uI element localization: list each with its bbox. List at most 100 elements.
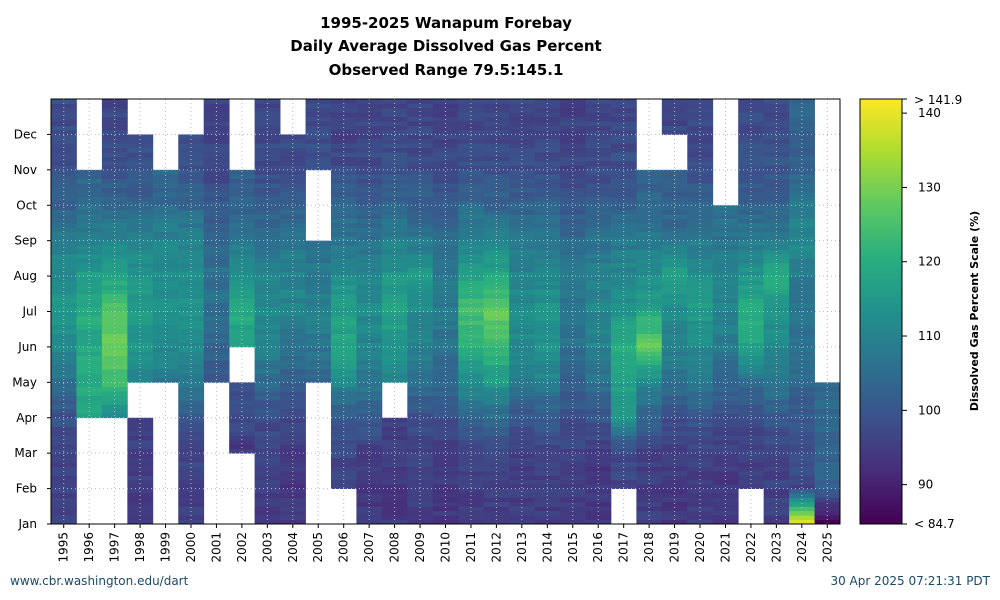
heatmap-cell [280, 156, 306, 162]
heatmap-cell [101, 214, 128, 219]
heatmap-cell [789, 417, 815, 423]
heatmap-cell [330, 103, 357, 109]
heatmap-cell [738, 417, 765, 423]
heatmap-cell [280, 400, 306, 405]
heatmap-cell [280, 196, 306, 202]
footer-source-link[interactable]: www.cbr.washington.edu/dart [10, 574, 189, 588]
heatmap-cell [330, 169, 357, 175]
heatmap-cell [432, 338, 459, 343]
heatmap-cell [101, 280, 128, 286]
heatmap-cell [483, 183, 510, 188]
heatmap-cell [687, 267, 714, 273]
heatmap-cell [585, 253, 612, 259]
heatmap-cell [381, 311, 408, 317]
heatmap-cell [330, 484, 357, 489]
heatmap-cell [330, 231, 357, 237]
heatmap-cell [687, 236, 714, 242]
heatmap-cell [712, 315, 739, 321]
heatmap-cell [178, 377, 205, 383]
heatmap-cell [763, 470, 790, 476]
heatmap-cell [687, 320, 714, 326]
heatmap-cell [280, 510, 306, 516]
heatmap-cell [610, 191, 637, 197]
heatmap-cell [585, 466, 612, 472]
heatmap-cell [534, 138, 561, 144]
heatmap-cell [789, 227, 815, 233]
heatmap-cell [407, 315, 434, 321]
heatmap-cell [560, 271, 586, 277]
heatmap-cell [229, 276, 256, 281]
heatmap-cell [51, 466, 77, 472]
heatmap-cell [687, 360, 714, 366]
heatmap-cell [203, 183, 230, 188]
heatmap-cell [407, 484, 434, 489]
heatmap-cell [458, 218, 485, 224]
heatmap-cell [763, 484, 790, 489]
heatmap-cell [789, 315, 815, 321]
heatmap-cell [763, 231, 790, 237]
heatmap-cell [483, 231, 510, 237]
heatmap-cell [789, 99, 815, 104]
heatmap-cell [178, 479, 205, 485]
y-tick-label: Apr [16, 411, 37, 425]
heatmap-cell [203, 129, 230, 135]
heatmap-cell [203, 112, 230, 118]
heatmap-cell [712, 431, 739, 436]
heatmap-cell [127, 457, 154, 463]
heatmap-cell [661, 196, 688, 202]
heatmap-cell [560, 258, 586, 264]
heatmap-cell [738, 386, 765, 392]
heatmap-cell [101, 262, 128, 268]
heatmap-cell [687, 103, 714, 109]
heatmap-cell [585, 280, 612, 286]
heatmap-cell [381, 479, 408, 485]
heatmap-cell [203, 342, 230, 348]
heatmap-cell [738, 475, 765, 481]
heatmap-cell [687, 280, 714, 286]
heatmap-cell [560, 293, 586, 299]
heatmap-cell [330, 187, 357, 193]
heatmap-cell [712, 360, 739, 366]
heatmap-cell [407, 214, 434, 219]
heatmap-cell [432, 457, 459, 463]
heatmap-cell [789, 333, 815, 339]
heatmap-cell [330, 333, 357, 339]
heatmap-cell [407, 218, 434, 224]
heatmap-cell [178, 174, 205, 180]
heatmap-cell [814, 435, 841, 441]
heatmap-cell [381, 103, 408, 109]
heatmap-cell [763, 222, 790, 228]
heatmap-cell [305, 346, 332, 352]
heatmap-cell [356, 426, 383, 432]
heatmap-cell [203, 311, 230, 317]
heatmap-cell [636, 267, 663, 273]
heatmap-cell [534, 466, 561, 472]
heatmap-cell [178, 506, 205, 512]
heatmap-cell [661, 360, 688, 366]
heatmap-cell [280, 143, 306, 149]
heatmap-cell [51, 253, 77, 259]
heatmap-cell [254, 435, 281, 441]
heatmap-cell [356, 236, 383, 242]
heatmap-cell [178, 147, 205, 153]
heatmap-cell [76, 320, 103, 326]
heatmap-cell [687, 253, 714, 259]
heatmap-cell [712, 515, 739, 520]
heatmap-cell [356, 439, 383, 445]
heatmap-cell [458, 134, 485, 140]
heatmap-cell [585, 435, 612, 441]
heatmap-cell [330, 147, 357, 153]
heatmap-cell [585, 355, 612, 361]
heatmap-cell [814, 439, 841, 445]
heatmap-cell [585, 258, 612, 264]
heatmap-cell [178, 280, 205, 286]
heatmap-cell [356, 355, 383, 361]
heatmap-cell [687, 112, 714, 118]
heatmap-cell [636, 218, 663, 224]
heatmap-cell [560, 267, 586, 273]
heatmap-cell [330, 112, 357, 118]
heatmap-cell [178, 457, 205, 463]
heatmap-cell [178, 253, 205, 259]
heatmap-cell [127, 183, 154, 188]
heatmap-cell [483, 280, 510, 286]
